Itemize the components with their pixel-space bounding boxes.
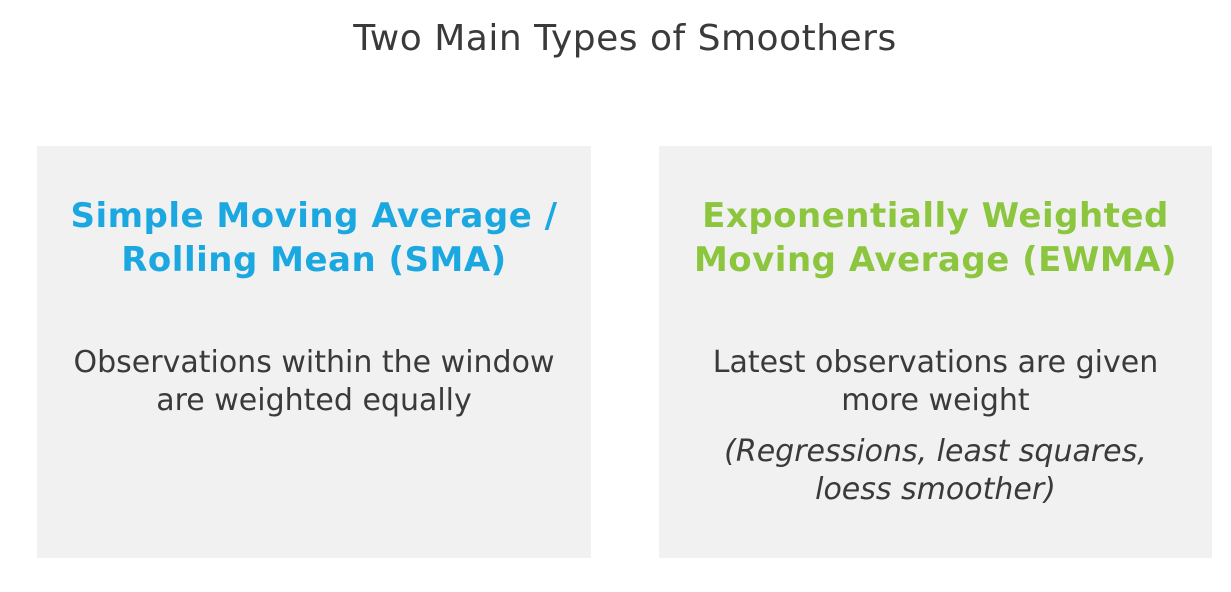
- ewma-description-line: more weight: [841, 383, 1030, 418]
- slide-title: Two Main Types of Smoothers: [353, 18, 897, 59]
- sma-description-line: are weighted equally: [156, 383, 472, 418]
- sma-description: Observations within the window are weigh…: [37, 344, 591, 420]
- sma-heading: Simple Moving Average / Rolling Mean (SM…: [37, 194, 591, 282]
- sma-heading-line: Simple Moving Average /: [70, 196, 558, 236]
- ewma-heading: Exponentially Weighted Moving Average (E…: [659, 194, 1212, 282]
- ewma-note-line: loess smoother): [815, 472, 1056, 507]
- ewma-heading-line: Exponentially Weighted: [702, 196, 1169, 236]
- ewma-examples-note: (Regressions, least squares, loess smoot…: [659, 433, 1212, 509]
- ewma-description-line: Latest observations are given: [712, 345, 1159, 380]
- ewma-card: Exponentially Weighted Moving Average (E…: [659, 146, 1212, 558]
- ewma-heading-line: Moving Average (EWMA): [693, 240, 1178, 280]
- sma-description-line: Observations within the window: [73, 345, 555, 380]
- sma-card: Simple Moving Average / Rolling Mean (SM…: [37, 146, 591, 558]
- ewma-note-line: (Regressions, least squares,: [724, 434, 1147, 469]
- ewma-description: Latest observations are given more weigh…: [659, 344, 1212, 420]
- sma-heading-line: Rolling Mean (SMA): [121, 240, 507, 280]
